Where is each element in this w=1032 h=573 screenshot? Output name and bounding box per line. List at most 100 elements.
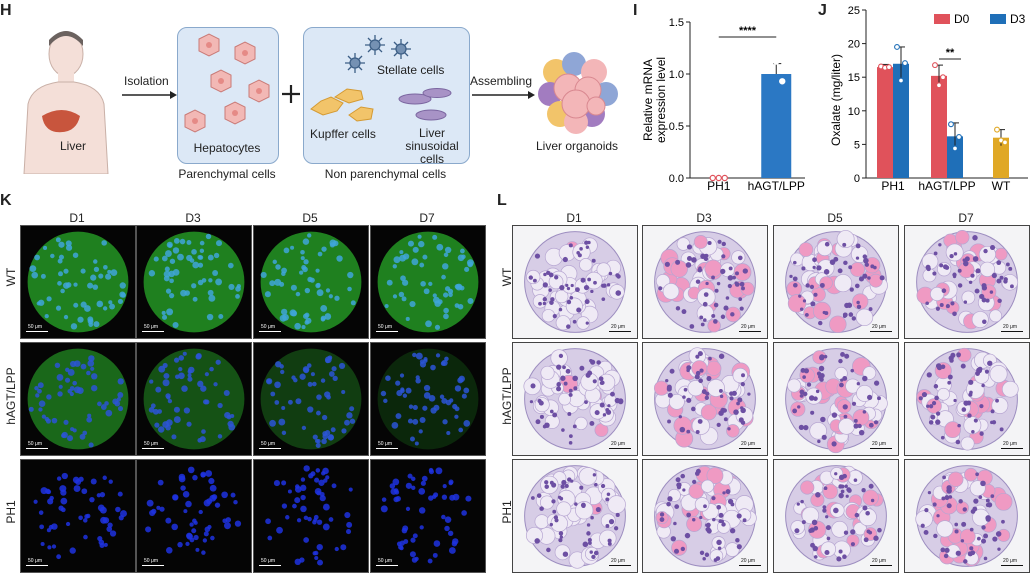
chart-j-point xyxy=(956,134,962,140)
l-col-d5: D5 xyxy=(827,211,843,225)
chart-j-point xyxy=(1002,139,1008,146)
scale-bar xyxy=(376,565,398,566)
l-image-ph1-d5: 20 μm xyxy=(773,459,899,573)
chart-j-ylabel: Oxalate (mg/liter) xyxy=(829,54,843,146)
l-image-ph1-d3: 20 μm xyxy=(642,459,768,573)
isolation-label: Isolation xyxy=(124,74,169,88)
scale-bar xyxy=(26,331,48,332)
l-image-hagtlpp-d5: 20 μm xyxy=(773,342,899,456)
chart-i-point xyxy=(767,60,774,67)
l-image-ph1-d1: 20 μm xyxy=(512,459,638,573)
chart-j-ytick-label: 15 xyxy=(848,72,860,84)
chart-j-oxalate: 0 5 10 15 20 25 Oxalate (mg/liter) PH1 hAGT/LPP W… xyxy=(829,5,1028,190)
k-image-wt-d5: 50 μm xyxy=(253,225,369,339)
chart-j-legend-swatch xyxy=(934,14,950,24)
chart-j-category-label: PH1 xyxy=(881,179,905,190)
scale-bar-label: 50 μm xyxy=(144,324,158,330)
k-image-ph1-d3: 50 μm xyxy=(136,459,252,573)
hepatocyte-cells-illustration xyxy=(184,33,270,133)
scale-bar xyxy=(739,565,761,566)
isolation-arrow-icon xyxy=(122,91,177,99)
scale-bar xyxy=(1001,448,1023,449)
k-col-d5: D5 xyxy=(302,211,318,225)
k-image-hagtlpp-d7: 50 μm xyxy=(370,342,486,456)
chart-i-significance: **** xyxy=(739,25,757,37)
chart-j-point xyxy=(898,77,904,84)
chart-j-ytick-label: 25 xyxy=(848,5,860,17)
scale-bar xyxy=(870,331,892,332)
scale-bar xyxy=(1001,331,1023,332)
scale-bar-label: 20 μm xyxy=(611,441,625,447)
chart-j-point xyxy=(886,64,892,71)
chart-j-point xyxy=(902,60,908,67)
lsec-label: Liver sinusoidal cells xyxy=(405,126,459,166)
l-col-d3: D3 xyxy=(696,211,712,225)
chart-i-bar xyxy=(761,74,792,178)
l-col-d7: D7 xyxy=(958,211,974,225)
chart-j-ytick-label: 20 xyxy=(848,39,860,51)
chart-j-category-label: WT xyxy=(992,179,1011,190)
scale-bar xyxy=(1001,565,1023,566)
chart-j-point xyxy=(940,74,946,81)
scale-bar-label: 20 μm xyxy=(741,558,755,564)
chart-i-category-label: PH1 xyxy=(707,179,731,190)
panel-letter-h: H xyxy=(0,2,12,19)
scale-bar xyxy=(259,565,281,566)
chart-j-ytick-label: 10 xyxy=(848,106,860,118)
k-image-ph1-d1: 50 μm xyxy=(20,459,136,573)
non-parenchymal-label: Non parenchymal cells xyxy=(324,167,447,181)
scale-bar-label: 20 μm xyxy=(1003,441,1017,447)
scale-bar xyxy=(26,448,48,449)
chart-j-ytick-label: 0 xyxy=(854,173,860,185)
k-row-hagt: hAGT/LPP xyxy=(4,367,18,425)
chart-i-point xyxy=(779,78,786,85)
scale-bar-label: 20 μm xyxy=(1003,324,1017,330)
l-image-wt-d1: 20 μm xyxy=(512,225,638,339)
scale-bar xyxy=(142,448,164,449)
plus-icon xyxy=(282,85,300,103)
panel-letter-i: I xyxy=(633,2,638,19)
l-image-hagtlpp-d7: 20 μm xyxy=(904,342,1030,456)
scale-bar-label: 20 μm xyxy=(1003,558,1017,564)
scale-bar-label: 50 μm xyxy=(378,324,392,330)
chart-j-bar xyxy=(877,67,893,178)
scale-bar-label: 20 μm xyxy=(872,441,886,447)
k-image-wt-d3: 50 μm xyxy=(136,225,252,339)
k-col-d7: D7 xyxy=(419,211,435,225)
chart-i-point xyxy=(715,174,722,182)
l-image-ph1-d7: 20 μm xyxy=(904,459,1030,573)
k-image-ph1-d7: 50 μm xyxy=(370,459,486,573)
scale-bar xyxy=(609,448,631,449)
k-image-wt-d7: 50 μm xyxy=(370,225,486,339)
k-image-hagtlpp-d1: 50 μm xyxy=(20,342,136,456)
scale-bar xyxy=(870,565,892,566)
k-row-ph1: PH1 xyxy=(4,500,18,524)
scale-bar-label: 50 μm xyxy=(261,558,275,564)
scale-bar-label: 50 μm xyxy=(378,558,392,564)
scale-bar-label: 50 μm xyxy=(261,324,275,330)
l-image-hagtlpp-d3: 20 μm xyxy=(642,342,768,456)
assembling-arrow-icon xyxy=(472,91,535,99)
scale-bar xyxy=(259,331,281,332)
panel-letter-k: K xyxy=(0,192,12,209)
chart-j-point xyxy=(894,44,900,50)
parenchymal-label: Parenchymal cells xyxy=(178,167,276,181)
k-image-wt-d1: 50 μm xyxy=(20,225,136,339)
scale-bar-label: 20 μm xyxy=(611,558,625,564)
scale-bar-label: 20 μm xyxy=(872,558,886,564)
scale-bar xyxy=(376,448,398,449)
panel-letter-j: J xyxy=(818,2,827,19)
chart-j-point xyxy=(994,126,1000,133)
scale-bar xyxy=(739,331,761,332)
scale-bar-label: 20 μm xyxy=(741,441,755,447)
k-image-hagtlpp-d5: 50 μm xyxy=(253,342,369,456)
chart-i-category-label: hAGT/LPP xyxy=(748,179,805,190)
chart-j-legend-swatch xyxy=(990,14,1006,24)
k-row-wt: WT xyxy=(4,267,18,287)
liver-organoid-illustration xyxy=(538,52,618,134)
chart-j-legend-label: D3 xyxy=(1010,12,1026,26)
scale-bar-label: 50 μm xyxy=(28,441,42,447)
scale-bar-label: 20 μm xyxy=(611,324,625,330)
scale-bar xyxy=(142,331,164,332)
chart-j-bar xyxy=(893,63,909,179)
